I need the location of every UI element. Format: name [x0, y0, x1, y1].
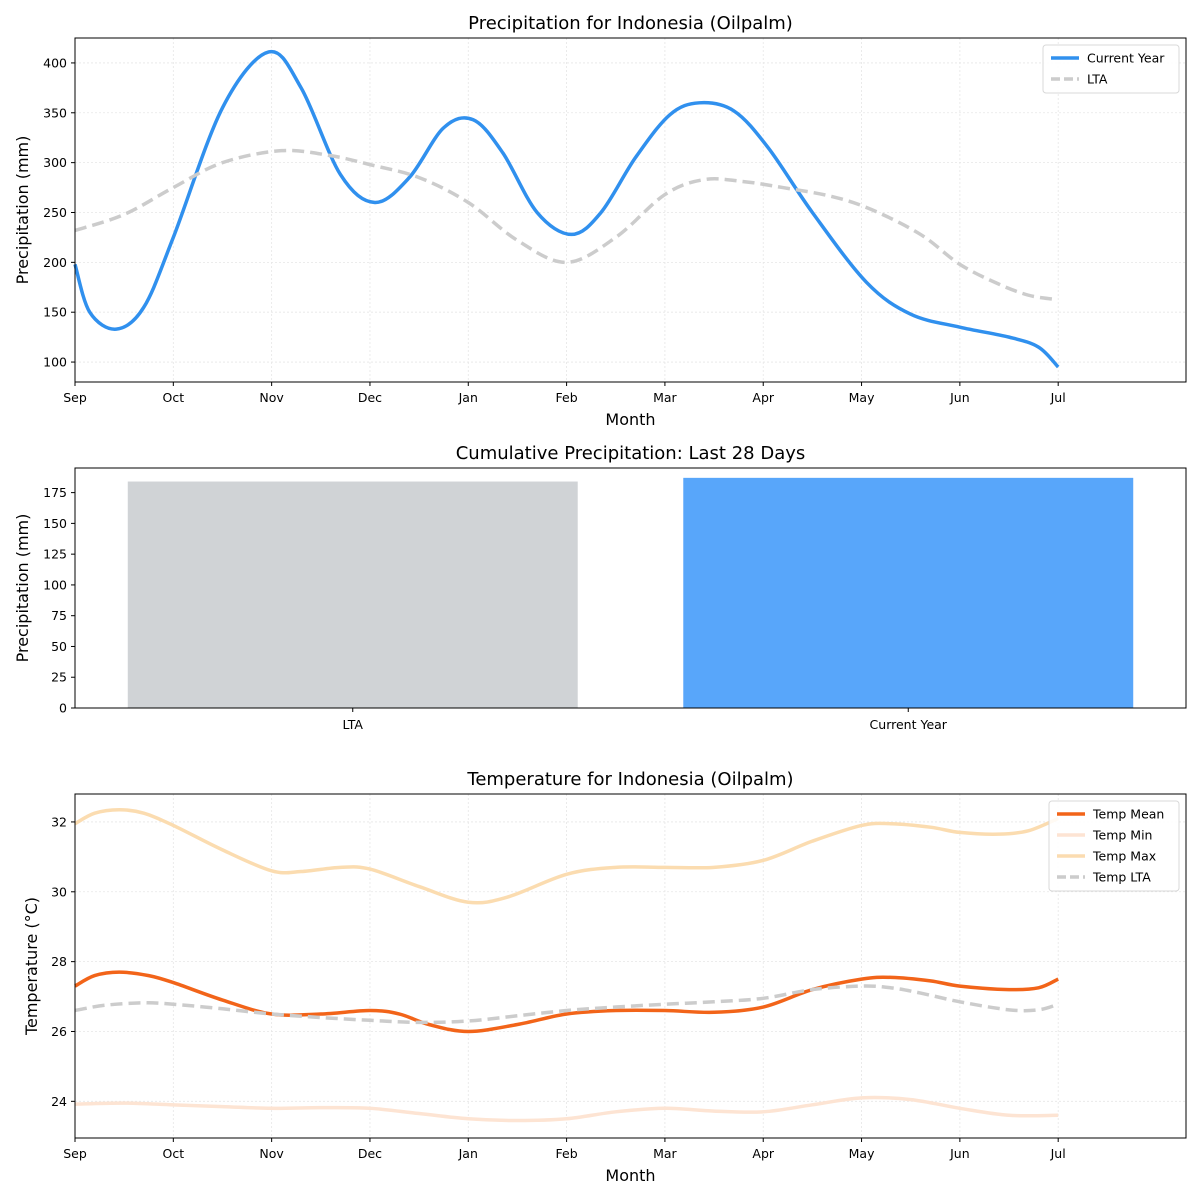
x-axis-label: Month	[605, 410, 655, 429]
y-axis-label: Precipitation (mm)	[13, 514, 32, 663]
x-tick-label: Feb	[556, 390, 578, 405]
series-line-temp-max	[74, 807, 1059, 905]
series-line-temp-lta	[74, 984, 1059, 1025]
legend-label: Temp Mean	[1092, 807, 1164, 822]
x-tick-label: Sep	[63, 1146, 87, 1161]
x-tick-label: Dec	[358, 390, 382, 405]
chart-panel-1: Precipitation for Indonesia (Oilpalm) Sep…	[13, 13, 1187, 429]
bar-current-year	[683, 477, 1134, 708]
x-axis-label: Month	[605, 1166, 655, 1185]
legend-label: Temp Min	[1092, 828, 1152, 843]
chart-title: Cumulative Precipitation: Last 28 Days	[456, 443, 806, 464]
y-axis-label: Precipitation (mm)	[13, 136, 32, 285]
y-tick-label: 24	[51, 1094, 67, 1109]
y-tick-label: 150	[43, 305, 67, 320]
y-tick-label: 26	[51, 1024, 67, 1039]
x-tick-label: May	[849, 1146, 875, 1161]
x-tick-label: Jun	[949, 390, 970, 405]
y-tick-label: 32	[51, 814, 67, 829]
y-tick-label: 75	[51, 608, 67, 623]
plot-frame	[74, 37, 1187, 383]
legend-box	[1048, 800, 1180, 892]
y-tick-label: 100	[43, 355, 67, 370]
y-tick-label: 175	[43, 485, 67, 500]
x-tick-label: Current Year	[870, 717, 948, 732]
y-tick-label: 350	[43, 105, 67, 120]
plot-frame	[74, 793, 1187, 1139]
chart-panel-2: Cumulative Precipitation: Last 28 Days LT…	[13, 443, 1187, 732]
x-tick-label: Oct	[163, 390, 185, 405]
y-tick-label: 250	[43, 205, 67, 220]
series-line-current-year	[73, 49, 1060, 369]
x-tick-label: Mar	[653, 1146, 677, 1161]
chart-title: Precipitation for Indonesia (Oilpalm)	[468, 13, 793, 34]
chart-title: Temperature for Indonesia (Oilpalm)	[466, 769, 793, 790]
y-tick-label: 125	[43, 547, 67, 562]
legend-label: Temp Max	[1092, 849, 1156, 864]
legend-label: LTA	[1087, 72, 1108, 87]
y-tick-label: 0	[59, 701, 67, 716]
x-tick-label: Jul	[1050, 390, 1066, 405]
bar-lta	[127, 481, 578, 708]
plot-frame	[74, 467, 1187, 709]
x-tick-label: Nov	[259, 390, 284, 405]
y-tick-label: 100	[43, 577, 67, 592]
y-tick-label: 400	[43, 55, 67, 70]
chart-panel-3: Temperature for Indonesia (Oilpalm) Sep Oc…	[22, 769, 1187, 1185]
x-tick-label: Apr	[752, 390, 774, 405]
y-tick-label: 30	[51, 884, 67, 899]
y-tick-label: 200	[43, 255, 67, 270]
x-tick-label: LTA	[343, 717, 364, 732]
y-tick-label: 150	[43, 516, 67, 531]
x-tick-label: Oct	[163, 1146, 185, 1161]
y-tick-label: 28	[51, 954, 67, 969]
series-line-lta	[74, 148, 1054, 301]
y-axis-label: Temperature (°C)	[22, 897, 41, 1036]
series-line-temp-min	[74, 1095, 1059, 1123]
x-tick-label: Sep	[63, 390, 87, 405]
legend-label: Temp LTA	[1092, 870, 1151, 885]
y-tick-label: 50	[51, 639, 67, 654]
legend-label: Current Year	[1087, 51, 1165, 66]
x-tick-label: Dec	[358, 1146, 382, 1161]
x-tick-label: Nov	[259, 1146, 284, 1161]
x-tick-label: May	[849, 390, 875, 405]
x-tick-label: Jan	[458, 1146, 478, 1161]
x-tick-label: Feb	[556, 1146, 578, 1161]
y-tick-label: 300	[43, 155, 67, 170]
x-tick-label: Apr	[752, 1146, 774, 1161]
x-tick-label: Jun	[949, 1146, 970, 1161]
x-tick-label: Mar	[653, 390, 677, 405]
series-line-temp-mean	[74, 970, 1059, 1034]
x-tick-label: Jan	[458, 390, 478, 405]
x-tick-label: Jul	[1050, 1146, 1066, 1161]
y-tick-label: 25	[51, 670, 67, 685]
